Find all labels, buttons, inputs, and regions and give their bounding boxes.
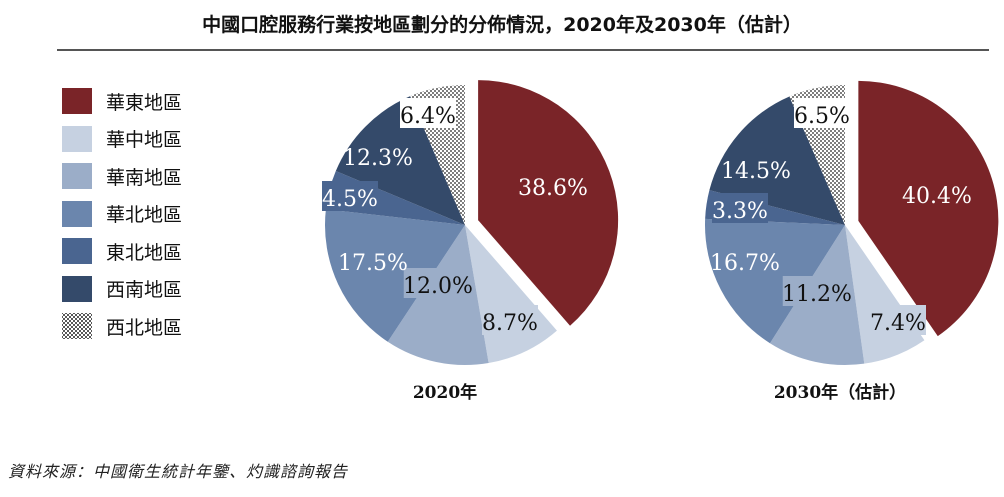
legend-swatch xyxy=(62,88,92,114)
pie-2030-caption: 2030年（估計） xyxy=(773,383,907,403)
legend-swatch xyxy=(62,125,92,152)
source-note: 資料來源：中國衛生統計年鑒、灼識諮詢報告 xyxy=(8,462,349,481)
pie-slice xyxy=(325,209,465,342)
pie-1: 40.4% 7.4% 11.2%16.7% 3.3% 14.5% 6.5% xyxy=(705,80,999,366)
legend-item: 華東地區 xyxy=(62,87,182,115)
legend-label: 東北地區 xyxy=(106,241,183,264)
data-label: 16.7% xyxy=(710,251,780,276)
data-label: 17.5% xyxy=(338,251,408,276)
legend-label: 華南地區 xyxy=(106,166,183,189)
label-background xyxy=(794,98,850,128)
data-label: 3.3% xyxy=(712,199,768,224)
legend-swatch xyxy=(62,313,92,339)
legend-swatch xyxy=(62,163,92,189)
legend-item: 華南地區 xyxy=(62,162,182,190)
data-label: 11.2% xyxy=(782,282,852,307)
data-label: 7.4% xyxy=(870,311,926,336)
pie-slice xyxy=(858,80,999,337)
legend-label: 華中地區 xyxy=(106,129,183,151)
legend-item: 華北地區 xyxy=(62,200,182,228)
label-background xyxy=(400,98,456,128)
legend-swatch xyxy=(62,238,92,264)
data-label: 6.4% xyxy=(400,104,456,129)
legend-label: 華北地區 xyxy=(106,204,183,226)
pie-0: 38.6% 8.7% 12.0%17.5% 4.5% 12.3% 6.4% xyxy=(322,80,619,365)
legend-label: 西南地區 xyxy=(106,279,183,301)
data-label: 38.6% xyxy=(518,176,588,201)
legend-item: 西南地區 xyxy=(62,275,182,303)
data-label: 8.7% xyxy=(482,311,538,336)
data-label: 12.3% xyxy=(343,146,413,171)
data-label: 40.4% xyxy=(902,184,972,209)
legend-swatch xyxy=(62,275,92,302)
label-background xyxy=(403,268,473,298)
legend-item: 東北地區 xyxy=(62,237,182,265)
label-background xyxy=(482,305,538,335)
legend-item: 華中地區 xyxy=(62,125,182,153)
chart-title: 中國口腔服務行業按地區劃分的分佈情況，2020年及2030年（估計） xyxy=(202,14,802,36)
data-label: 12.0% xyxy=(403,274,473,299)
pie-slice xyxy=(478,80,619,326)
legend-item: 西北地區 xyxy=(62,312,182,340)
label-background xyxy=(782,276,852,306)
label-background xyxy=(870,305,926,335)
title-divider xyxy=(57,49,989,51)
legend-label: 華東地區 xyxy=(106,91,183,114)
pie-slice xyxy=(335,96,465,225)
data-label: 14.5% xyxy=(721,159,791,184)
legend-label: 西北地區 xyxy=(106,316,183,339)
pie-slice xyxy=(709,96,845,226)
pie-slice xyxy=(705,218,845,344)
label-background xyxy=(712,193,768,223)
legend-swatch xyxy=(62,200,92,227)
pie-2020-caption: 2020年 xyxy=(412,383,478,403)
data-label: 6.5% xyxy=(794,104,850,129)
data-label: 4.5% xyxy=(322,187,378,212)
label-background xyxy=(322,181,378,211)
